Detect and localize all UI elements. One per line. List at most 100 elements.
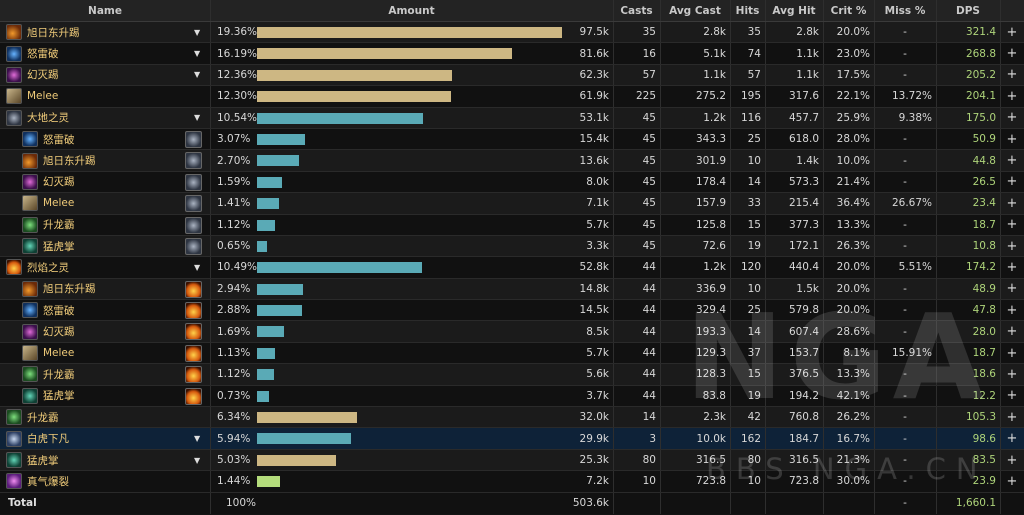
earth-spirit-icon bbox=[185, 216, 202, 234]
column-divider bbox=[210, 43, 211, 64]
add-button[interactable]: + bbox=[1006, 281, 1018, 297]
column-divider bbox=[730, 385, 731, 407]
table-row[interactable]: 升龙霸 1.12% 5.7k 45 125.8 15 377.3 13.3% - 18.7 + bbox=[0, 214, 1024, 236]
rising-kill-icon bbox=[6, 66, 22, 83]
table-row[interactable]: Melee 12.30% 61.9k 225 275.2 195 317.6 22.1% 13.… bbox=[0, 86, 1024, 108]
table-row[interactable]: 大地之灵 ▼ 10.54% 53.1k 45 1.2k 116 457.7 25.9% 9.38%… bbox=[0, 107, 1024, 129]
table-row[interactable]: 幻灭踢 1.59% 8.0k 45 178.4 14 573.3 21.4% - 26.5 + bbox=[0, 171, 1024, 194]
add-button[interactable]: + bbox=[1006, 88, 1018, 104]
row-casts: 45 bbox=[642, 240, 656, 253]
column-divider bbox=[730, 235, 731, 257]
add-button[interactable]: + bbox=[1006, 153, 1018, 169]
table-row[interactable]: Melee 1.41% 7.1k 45 157.9 33 215.4 36.4% 26.67% 2… bbox=[0, 193, 1024, 215]
add-button[interactable]: + bbox=[1006, 302, 1018, 318]
column-divider bbox=[936, 64, 937, 86]
table-row[interactable]: 白虎下凡 ▼ 5.94% 29.9k 3 10.0k 162 184.7 16.7% - 98.6 + bbox=[0, 428, 1024, 450]
table-row[interactable]: 烈焰之灵 ▼ 10.49% 52.8k 44 1.2k 120 440.4 20.0% 5.51%… bbox=[0, 257, 1024, 279]
column-divider bbox=[1000, 300, 1001, 321]
amount-bar bbox=[257, 433, 351, 445]
table-row[interactable]: 猛虎掌 0.65% 3.3k 45 72.6 19 172.1 26.3% - 10.8 + bbox=[0, 235, 1024, 258]
row-dps: 321.4 bbox=[965, 26, 996, 39]
chevron-down-icon[interactable]: ▼ bbox=[194, 455, 201, 465]
add-button[interactable]: + bbox=[1006, 324, 1018, 340]
table-row[interactable]: 猛虎掌 0.73% 3.7k 44 83.8 19 194.2 42.1% - 12.2 + bbox=[0, 385, 1024, 408]
chevron-down-icon[interactable]: ▼ bbox=[194, 434, 201, 444]
header-avg-cast[interactable]: Avg Cast bbox=[669, 4, 721, 17]
row-casts: 44 bbox=[642, 304, 656, 317]
table-row[interactable]: 真气爆裂 1.44% 7.2k 10 723.8 10 723.8 30.0% - 23.9 + bbox=[0, 471, 1024, 493]
column-divider bbox=[210, 471, 211, 492]
column-divider bbox=[613, 449, 614, 471]
table-row[interactable]: Melee 1.13% 5.7k 44 129.3 37 153.7 8.1% 15.91% 18… bbox=[0, 342, 1024, 365]
row-casts: 57 bbox=[642, 68, 656, 81]
add-button[interactable]: + bbox=[1006, 366, 1018, 382]
column-divider bbox=[936, 407, 937, 428]
column-divider bbox=[874, 107, 875, 128]
add-button[interactable]: + bbox=[1006, 259, 1018, 275]
column-divider bbox=[1000, 107, 1001, 128]
table-row[interactable]: 升龙霸 1.12% 5.6k 44 128.3 15 376.5 13.3% - 18.6 + bbox=[0, 364, 1024, 386]
row-avg-hit: 184.7 bbox=[788, 432, 819, 445]
table-row[interactable]: 幻灭踢 ▼ 12.36% 62.3k 57 1.1k 57 1.1k 17.5% - 205.2 + bbox=[0, 64, 1024, 87]
header-name[interactable]: Name bbox=[88, 4, 122, 17]
chevron-down-icon[interactable]: ▼ bbox=[194, 70, 201, 80]
table-row[interactable]: 怒雷破 3.07% 15.4k 45 343.3 25 618.0 28.0% - 50.9 + bbox=[0, 128, 1024, 151]
header-casts[interactable]: Casts bbox=[620, 4, 653, 17]
row-dps: 175.0 bbox=[965, 111, 996, 124]
table-row[interactable]: 旭日东升踢 2.70% 13.6k 45 301.9 10 1.4k 10.0% - 44.8 + bbox=[0, 150, 1024, 172]
add-button[interactable]: + bbox=[1006, 388, 1018, 404]
chevron-down-icon[interactable]: ▼ bbox=[194, 49, 201, 59]
add-button[interactable]: + bbox=[1006, 46, 1018, 62]
add-button[interactable]: + bbox=[1006, 217, 1018, 233]
table-row[interactable]: 旭日东升踢 ▼ 19.36% 97.5k 35 2.8k 35 2.8k 20.0% - 321.4… bbox=[0, 22, 1024, 44]
column-divider bbox=[1000, 449, 1001, 471]
row-name-cell: Melee bbox=[6, 86, 180, 106]
header-hits[interactable]: Hits bbox=[735, 4, 760, 17]
row-avg-cast: 336.9 bbox=[695, 282, 726, 295]
chevron-down-icon[interactable]: ▼ bbox=[194, 27, 201, 37]
earth-spirit-icon bbox=[185, 152, 202, 170]
column-divider bbox=[874, 171, 875, 193]
column-divider bbox=[613, 64, 614, 86]
table-row[interactable]: 猛虎掌 ▼ 5.03% 25.3k 80 316.5 80 316.5 21.3% - 83.5 + bbox=[0, 449, 1024, 472]
add-button[interactable]: + bbox=[1006, 195, 1018, 211]
table-row[interactable]: 旭日东升踢 2.94% 14.8k 44 336.9 10 1.5k 20.0% - 48.9 + bbox=[0, 278, 1024, 301]
column-divider bbox=[874, 150, 875, 171]
header-avg-hit[interactable]: Avg Hit bbox=[772, 4, 816, 17]
add-button[interactable]: + bbox=[1006, 452, 1018, 468]
column-divider bbox=[936, 0, 937, 21]
table-row[interactable]: 怒雷破 ▼ 16.19% 81.6k 16 5.1k 74 1.1k 23.0% - 268.8 + bbox=[0, 43, 1024, 65]
row-hits: 42 bbox=[747, 411, 761, 424]
header-crit[interactable]: Crit % bbox=[830, 4, 867, 17]
add-button[interactable]: + bbox=[1006, 473, 1018, 489]
add-button[interactable]: + bbox=[1006, 110, 1018, 126]
table-row[interactable]: 升龙霸 6.34% 32.0k 14 2.3k 42 760.8 26.2% - 105.3 + bbox=[0, 407, 1024, 429]
chevron-down-icon[interactable]: ▼ bbox=[194, 113, 201, 123]
add-button[interactable]: + bbox=[1006, 431, 1018, 447]
header-dps[interactable]: DPS bbox=[956, 4, 980, 17]
add-button[interactable]: + bbox=[1006, 409, 1018, 425]
row-amount: 97.5k bbox=[579, 26, 609, 39]
chevron-down-icon[interactable]: ▼ bbox=[194, 262, 201, 272]
row-avg-cast: 125.8 bbox=[695, 218, 726, 231]
row-amount: 61.9k bbox=[579, 90, 609, 103]
table-row[interactable]: 幻灭踢 1.69% 8.5k 44 193.3 14 607.4 28.6% - 28.0 + bbox=[0, 321, 1024, 343]
add-button[interactable]: + bbox=[1006, 67, 1018, 83]
row-crit: 8.1% bbox=[843, 347, 870, 360]
table-row[interactable]: 怒雷破 2.88% 14.5k 44 329.4 25 579.8 20.0% - 47.8 + bbox=[0, 300, 1024, 322]
amount-bar bbox=[257, 91, 451, 103]
row-name-cell: 怒雷破 bbox=[6, 43, 180, 63]
add-button[interactable]: + bbox=[1006, 131, 1018, 147]
add-button[interactable]: + bbox=[1006, 345, 1018, 361]
row-name-cell: Melee bbox=[22, 343, 180, 363]
row-name-cell: 旭日东升踢 bbox=[6, 22, 180, 42]
add-button[interactable]: + bbox=[1006, 174, 1018, 190]
add-button[interactable]: + bbox=[1006, 238, 1018, 254]
add-button[interactable]: + bbox=[1006, 24, 1018, 40]
column-divider bbox=[1000, 257, 1001, 278]
header-miss[interactable]: Miss % bbox=[884, 4, 926, 17]
header-amount[interactable]: Amount bbox=[388, 4, 435, 17]
column-divider bbox=[823, 428, 824, 449]
column-divider bbox=[660, 86, 661, 107]
fists-of-fury-icon bbox=[22, 131, 38, 148]
